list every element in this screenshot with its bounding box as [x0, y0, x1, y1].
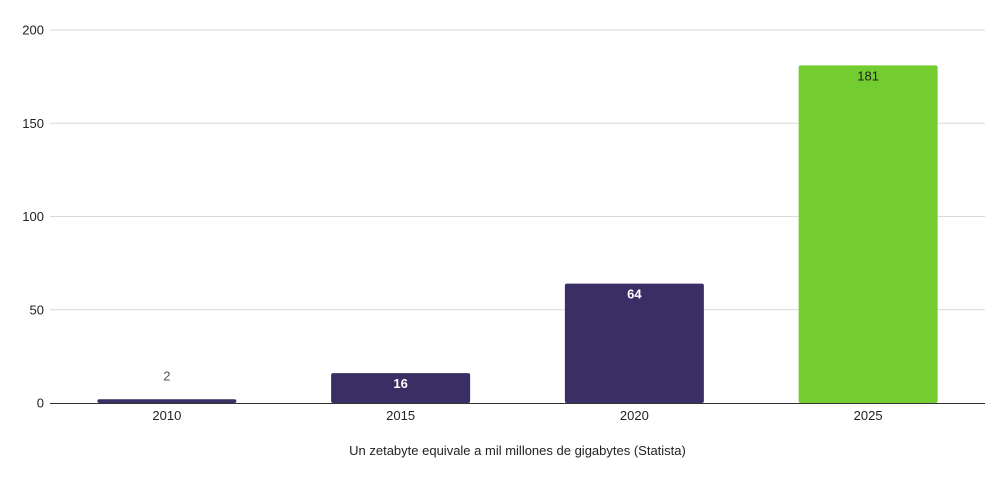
data-labels: 2 16 64 181 — [163, 68, 879, 391]
data-label-2020: 64 — [627, 287, 642, 302]
y-tick-label: 150 — [22, 116, 44, 131]
data-label-2010: 2 — [163, 368, 170, 383]
x-tick-label: 2020 — [620, 408, 649, 423]
bars — [97, 65, 938, 403]
y-tick-label: 200 — [22, 23, 44, 38]
x-tick-label: 2025 — [854, 408, 883, 423]
y-axis-ticks: 0 50 100 150 200 — [22, 23, 44, 411]
y-tick-label: 0 — [37, 396, 44, 411]
bar-2025 — [798, 65, 938, 403]
y-tick-label: 100 — [22, 209, 44, 224]
bar-2020 — [564, 283, 704, 403]
x-tick-label: 2015 — [386, 408, 415, 423]
bar-2010 — [97, 399, 237, 403]
x-tick-label: 2010 — [152, 408, 181, 423]
y-tick-label: 50 — [30, 302, 44, 317]
bar-2015 — [331, 373, 471, 403]
x-axis-ticks: 2010 2015 2020 2025 — [152, 408, 882, 423]
data-label-2025: 181 — [857, 68, 879, 83]
x-axis-title: Un zetabyte equivale a mil millones de g… — [349, 443, 686, 458]
data-label-2015: 16 — [393, 376, 407, 391]
